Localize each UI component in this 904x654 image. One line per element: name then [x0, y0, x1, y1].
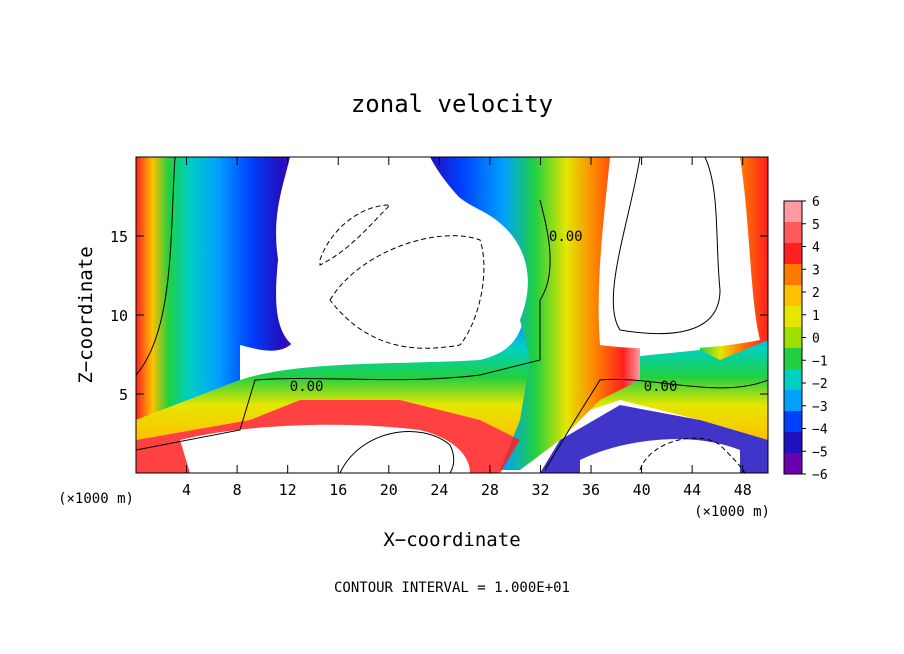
x-unit-left: (×1000 m) [58, 491, 134, 507]
velocity-field [136, 157, 768, 473]
contour-label: 0.00 [549, 229, 583, 245]
colorbar-swatch [784, 432, 802, 454]
x-tick-label: 20 [380, 481, 398, 499]
colorbar-label: 4 [812, 241, 820, 256]
x-tick-label: 12 [279, 481, 297, 499]
x-tick-label: 32 [531, 481, 549, 499]
colorbar-swatch [784, 390, 802, 412]
x-tick-label: 40 [633, 481, 651, 499]
y-axis: 5 10 15 [110, 228, 768, 404]
colorbar-label: −3 [812, 400, 828, 415]
x-tick-label: 24 [430, 481, 448, 499]
colorbar-label: −4 [812, 423, 828, 438]
x-tick-label: 48 [734, 481, 752, 499]
x-axis: 4 8 12 16 20 24 28 32 36 40 44 48 [182, 157, 752, 499]
colorbar-swatch [784, 411, 802, 433]
colorbar-swatch [784, 348, 802, 370]
colorbar-swatch [784, 327, 802, 349]
colorbar-label: 3 [812, 263, 820, 278]
y-tick-label: 5 [119, 386, 128, 404]
contour-label: 0.00 [644, 379, 678, 395]
colorbar-label: −6 [812, 468, 828, 483]
contour-label: 0.00 [290, 379, 324, 395]
colorbar-label: −5 [812, 445, 828, 460]
colorbar-swatch [784, 264, 802, 286]
colorbar-swatch [784, 285, 802, 307]
colorbar-swatch [784, 222, 802, 244]
colorbar-swatch [784, 201, 802, 223]
colorbar-swatch [784, 369, 802, 391]
chart-title: zonal velocity [351, 90, 553, 118]
colorbar-swatch [784, 243, 802, 265]
colorbar-label: 6 [812, 195, 820, 210]
x-tick-label: 28 [481, 481, 499, 499]
x-unit-right: (×1000 m) [694, 504, 770, 520]
colorbar-label: −2 [812, 377, 828, 392]
x-tick-label: 4 [182, 481, 191, 499]
contour-labels: 0.00 0.00 0.00 [290, 229, 678, 395]
colorbar-swatch [784, 453, 802, 475]
colorbar-swatch [784, 306, 802, 328]
colorbar-label: −1 [812, 354, 828, 369]
colorbar: 6 5 4 3 2 1 0 −1 −2 −3 −4 −5 −6 [783, 195, 828, 483]
x-tick-label: 16 [329, 481, 347, 499]
x-tick-label: 44 [683, 481, 701, 499]
y-axis-label: Z−coordinate [75, 246, 97, 383]
y-tick-label: 10 [110, 307, 128, 325]
x-tick-label: 36 [582, 481, 600, 499]
colorbar-label: 1 [812, 309, 820, 324]
colorbar-label: 5 [812, 218, 820, 233]
x-tick-label: 8 [233, 481, 242, 499]
colorbar-label: 0 [812, 332, 820, 347]
x-axis-label: X−coordinate [383, 529, 520, 551]
colorbar-label: 2 [812, 286, 820, 301]
y-tick-label: 15 [110, 228, 128, 246]
contour-interval-note: CONTOUR INTERVAL = 1.000E+01 [334, 580, 570, 596]
